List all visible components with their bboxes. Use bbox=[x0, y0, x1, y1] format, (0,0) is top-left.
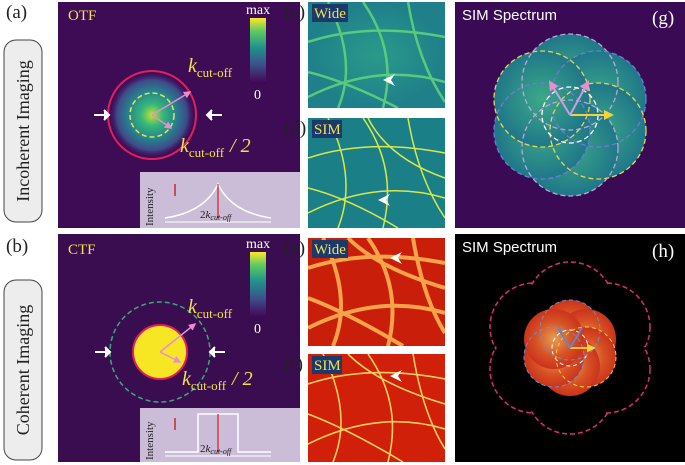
side-label: Incoherent Imaging bbox=[13, 60, 33, 201]
colorbar-min: 0 bbox=[254, 322, 261, 337]
image-title: Wide bbox=[314, 6, 346, 22]
sim-spectrum-g: SIM Spectrum (g) bbox=[455, 2, 685, 228]
spectrum-title: SIM Spectrum bbox=[462, 239, 557, 256]
colorbar-min: 0 bbox=[254, 88, 261, 103]
inset-y-label: Intensity bbox=[144, 421, 156, 460]
image-sim-green bbox=[308, 118, 445, 228]
image-titles: (c) Wide (d) SIM (e) Wide (f) SIM bbox=[284, 2, 348, 375]
spectrum-title: SIM Spectrum bbox=[462, 7, 557, 24]
panel-label: (b) bbox=[6, 236, 28, 257]
otf-panel: OTF max 0 kcut-off kcut-off/ 2 Intensity… bbox=[58, 2, 300, 228]
side-label: Coherent Imaging bbox=[13, 305, 33, 435]
k-half-label: kcut-off/ 2 bbox=[182, 368, 253, 393]
panel-label: (d) bbox=[284, 118, 306, 139]
panel-title: OTF bbox=[68, 8, 96, 24]
ctf-panel: CTF max 0 kcut-off kcut-off/ 2 Intensity… bbox=[58, 234, 300, 462]
panel-label: (a) bbox=[6, 2, 27, 23]
inset-width-label: 2kcut-off bbox=[200, 209, 233, 222]
panel-label: (f) bbox=[284, 354, 303, 375]
side-label-box: Incoherent Imaging Coherent Imaging bbox=[3, 39, 43, 461]
inset-y-label: Intensity bbox=[144, 187, 156, 226]
panel-label: (c) bbox=[284, 2, 305, 23]
k-half-label: kcut-off/ 2 bbox=[180, 135, 251, 160]
colorbar-max: max bbox=[246, 3, 270, 18]
k-label: kcut-off bbox=[188, 55, 233, 80]
image-title: SIM bbox=[314, 358, 341, 374]
k-label: kcut-off bbox=[188, 296, 233, 321]
panel-label: (h) bbox=[652, 241, 674, 262]
panel-label: (e) bbox=[284, 238, 305, 259]
inset-width-label: 2kcut-off bbox=[200, 443, 233, 456]
panel-title: CTF bbox=[68, 242, 96, 258]
sim-spectrum-h: SIM Spectrum (h) bbox=[455, 234, 685, 462]
image-title: SIM bbox=[314, 122, 341, 138]
image-title: Wide bbox=[314, 242, 346, 258]
colorbar-max: max bbox=[246, 237, 270, 252]
panel-label: (g) bbox=[652, 8, 674, 29]
